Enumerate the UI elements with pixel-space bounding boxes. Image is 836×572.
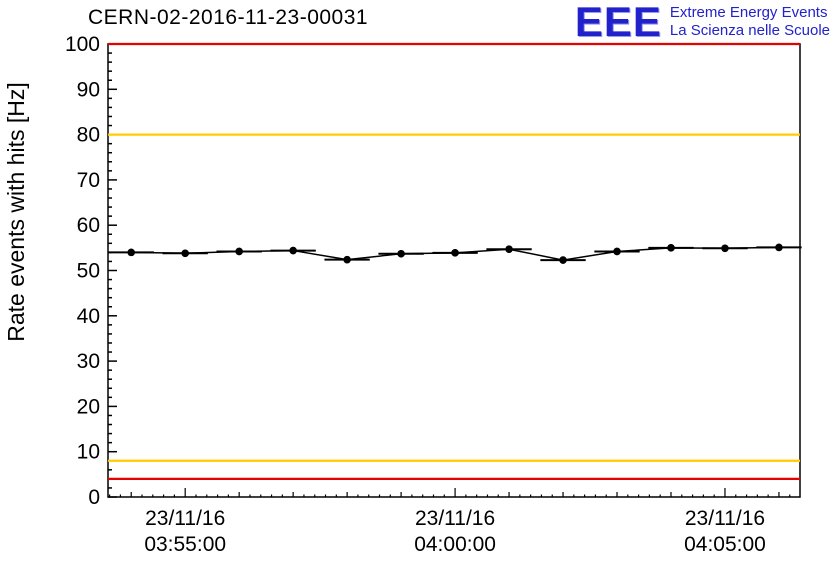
data-point [127,248,136,257]
y-tick-label: 70 [77,169,100,192]
y-tick-label: 60 [77,214,100,237]
y-tick-label: 50 [77,260,100,283]
eee-logo: EEE Extreme Energy Events La Scienza nel… [574,0,830,45]
y-tick-label: 30 [77,350,100,373]
y-tick-label: 90 [77,78,100,101]
data-point [451,249,459,257]
data-point [721,244,729,253]
data-point [775,243,783,252]
y-tick-label: 80 [77,124,100,147]
y-axis: 0 10 20 30 40 50 60 70 80 90 100 Rate events with h… [3,33,117,509]
y-tick-label: 20 [77,395,100,418]
eee-logo-line1: Extreme Energy Events [669,4,828,21]
chart-title: CERN-02-2016-11-23-00031 [88,6,369,29]
data-point [397,249,405,258]
plot-frame [107,43,801,498]
x-tick-label-time: 04:00:00 [414,533,496,556]
data-point [505,245,513,254]
eee-logo-mark: EEE [574,0,662,45]
eee-logo-caption: Extreme Energy Events La Scienza nelle S… [670,4,830,40]
x-tick-label-time: 03:55:00 [144,533,226,556]
x-tick-label-date: 23/11/16 [685,507,765,530]
x-tick-label-date: 23/11/16 [145,507,225,530]
data-point [181,249,189,258]
y-tick-label: 100 [65,33,100,56]
x-axis: 23/11/16 03:55:00 23/11/16 04:00:00 23/11/16… [109,488,791,556]
data-point [667,244,675,252]
y-tick-label: 10 [77,441,100,464]
data-point [613,247,621,256]
x-tick-label-time: 04:05:00 [684,533,766,556]
data-point [559,256,567,264]
y-axis-title: Rate events with hits [Hz] [3,82,29,342]
reference-lines [108,42,800,480]
y-tick-label: 0 [88,486,100,509]
data-point [289,246,297,255]
data-point [343,255,351,264]
eee-logo-line2: La Scienza nelle Scuole [669,22,830,39]
x-tick-label-date: 23/11/16 [415,507,495,530]
data-series-rate-events-with-hits [108,243,802,264]
y-tick-label: 40 [77,305,100,328]
data-point [235,247,243,256]
